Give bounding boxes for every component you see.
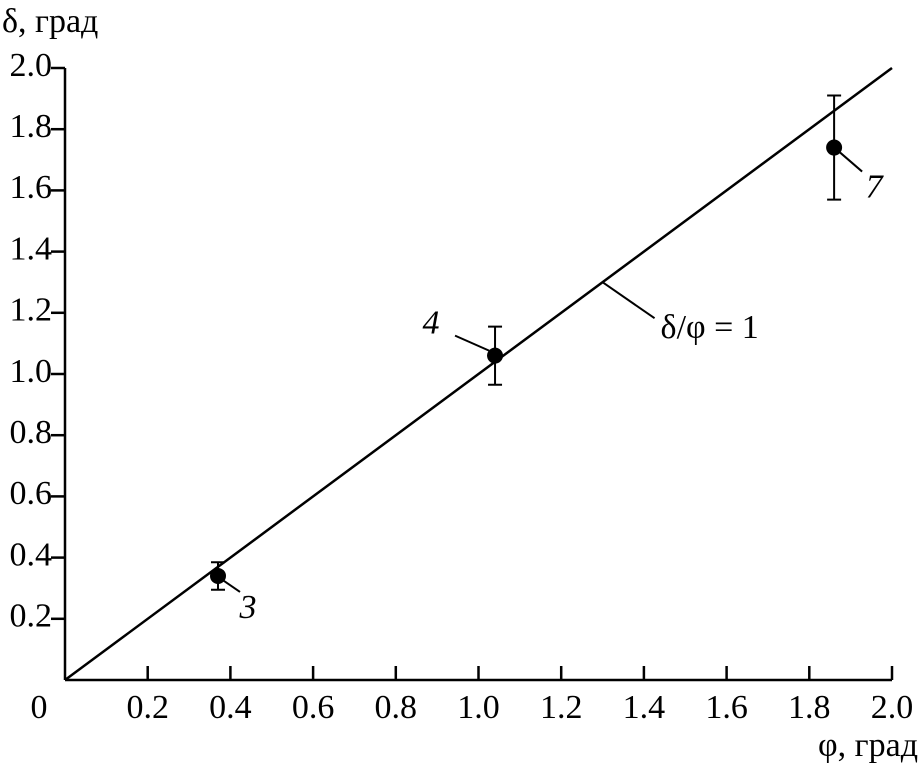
y-axis-label: δ, град <box>2 3 98 40</box>
reference-label: δ/φ = 1 <box>661 309 759 346</box>
x-tick-label: 0.8 <box>375 689 418 726</box>
y-tick-label: 0.2 <box>10 598 53 635</box>
x-tick-label: 0 <box>31 689 48 726</box>
data-point <box>487 347 504 364</box>
point-label: 4 <box>423 304 440 341</box>
y-tick-label: 0.4 <box>10 536 53 573</box>
x-tick-label: 1.6 <box>705 689 748 726</box>
y-tick-label: 1.4 <box>10 230 53 267</box>
y-tick-label: 1.8 <box>10 108 53 145</box>
y-tick-label: 0.6 <box>10 475 53 512</box>
x-tick-label: 0.6 <box>292 689 335 726</box>
data-point <box>209 567 226 584</box>
y-tick-label: 1.0 <box>10 353 53 390</box>
reference-line <box>64 66 893 682</box>
x-tick-label: 0.4 <box>209 689 252 726</box>
point-leader <box>839 151 863 173</box>
point-label: 7 <box>866 168 885 205</box>
x-tick-label: 1.4 <box>623 689 666 726</box>
x-tick-label: 0.2 <box>126 689 169 726</box>
x-tick-label: 1.2 <box>540 689 583 726</box>
data-point <box>826 139 843 156</box>
x-tick-label: 1.0 <box>457 689 500 726</box>
reference-leader <box>601 281 656 320</box>
y-tick-label: 1.6 <box>10 169 53 206</box>
x-axis-label: φ, град <box>818 727 918 764</box>
x-tick-label: 2.0 <box>871 689 914 726</box>
y-tick-label: 1.2 <box>10 292 53 329</box>
y-tick-label: 0.8 <box>10 414 53 451</box>
x-tick-label: 1.8 <box>788 689 831 726</box>
point-leader <box>223 580 241 593</box>
y-tick-label: 2.0 <box>10 47 53 84</box>
point-label: 3 <box>238 589 256 626</box>
point-leader <box>454 334 490 352</box>
